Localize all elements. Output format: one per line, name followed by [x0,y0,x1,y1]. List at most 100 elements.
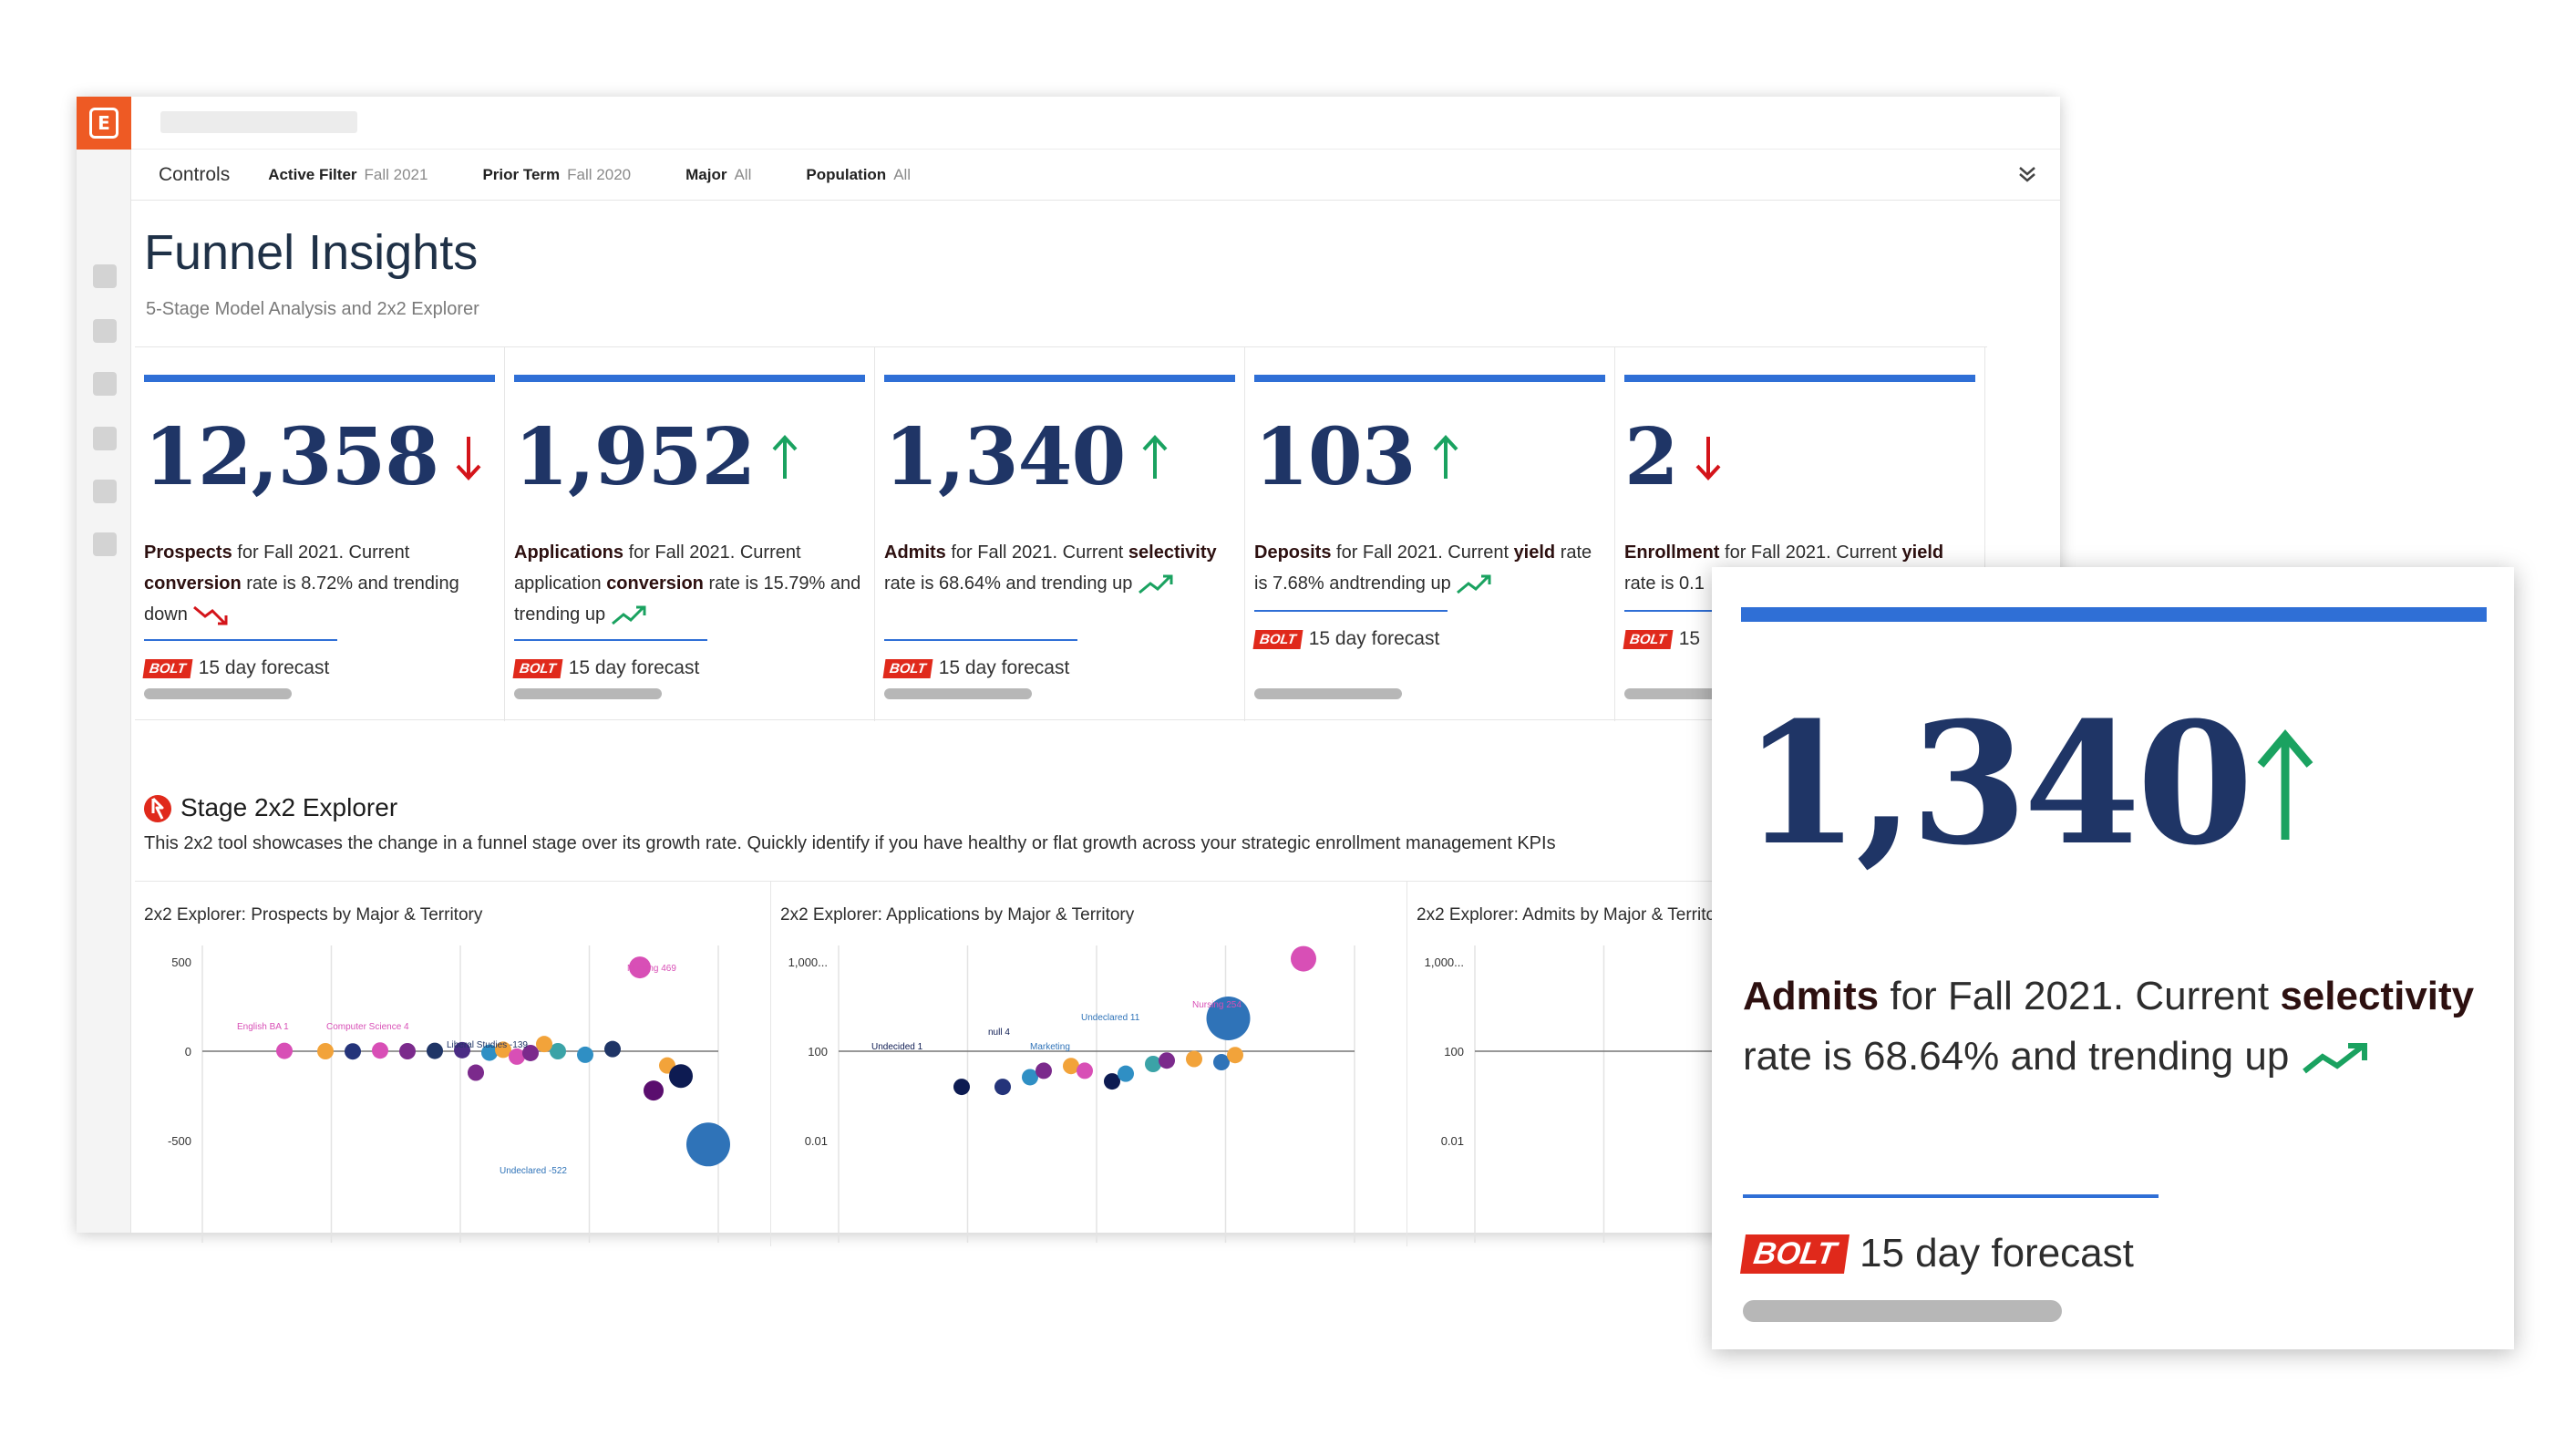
data-point [1118,1065,1134,1082]
data-point [276,1042,293,1059]
kpi-description: Deposits for Fall 2021. Current yield ra… [1254,537,1606,599]
nav-icon-1[interactable] [93,264,117,288]
scatter-plot: 500 0 -500 Nursing 469 English BA 1 Computer … [168,945,730,1243]
y-tick-label: 0 [185,1045,191,1059]
nav-icon-3[interactable] [93,372,117,396]
point-label: Undeclared 11 [1081,1013,1140,1023]
data-point [317,1043,334,1059]
kpi-card-admits[interactable]: 1,340 Admits for Fall 2021. Current selec… [875,347,1245,721]
trend-up-sparkline-icon [1457,574,1491,594]
kpi-underline [1254,610,1448,612]
filter-active-value: Fall 2021 [364,165,428,183]
y-tick-label: 100 [1444,1045,1464,1059]
kpi-value: 1,340 [884,411,1126,503]
kpi-underline [884,639,1077,641]
kpi-value: 1,952 [514,411,756,503]
kpi-forecast-progress [884,688,1032,699]
zoom-desc-post: rate is 68.64% and trending up [1743,1034,2290,1079]
kpi-accent-bar [1254,375,1605,382]
trend-up-arrow-icon [1433,434,1458,479]
kpi-card-deposits[interactable]: 103 Deposits for Fall 2021. Current yield… [1245,347,1615,721]
zoom-metric-name: selectivity [2280,974,2475,1018]
zoom-kpi-description: Admits for Fall 2021. Current selectivit… [1743,966,2490,1087]
filter-population[interactable]: Population All [806,166,911,184]
kpi-forecast-progress [514,688,662,699]
trend-down-arrow-icon [1695,436,1721,480]
scatter-chart-1[interactable]: 2x2 Explorer: Prospects by Major & Terri… [135,882,771,1246]
nav-icon-2[interactable] [93,319,117,343]
data-point [345,1043,361,1060]
charts-row: 2x2 Explorer: Prospects by Major & Terri… [135,881,2044,1246]
kpi-forecast[interactable]: BOLT 15 day forecast [142,657,330,679]
kpi-forecast[interactable]: BOLT 15 day forecast [512,657,699,679]
zoom-forecast[interactable]: BOLT 15 day forecast [1739,1231,2134,1276]
zoomed-kpi-card: 1,340 Admits for Fall 2021. Current sele… [1712,567,2514,1349]
page-subtitle: 5-Stage Model Analysis and 2x2 Explorer [146,299,479,319]
data-point [1145,1056,1161,1072]
filter-prior-term[interactable]: Prior Term Fall 2020 [482,166,631,184]
point-label: Computer Science 4 [326,1022,409,1032]
filter-population-name: Population [806,165,887,183]
data-point [399,1043,416,1059]
app-logo[interactable]: E [77,97,131,150]
scatter-chart-2[interactable]: 2x2 Explorer: Applications by Major & Te… [771,882,1407,1246]
kpi-underline [144,639,337,641]
y-tick-label: 0.01 [1441,1134,1464,1148]
data-point [427,1042,443,1059]
breadcrumb-placeholder [160,111,357,133]
kpi-metric-name: yield [1513,542,1556,563]
kpi-underline [514,639,707,641]
data-point [495,1041,511,1059]
kpi-value-row: 1,952 [514,411,800,503]
filter-major[interactable]: Major All [685,166,751,184]
kpi-metric-name: conversion [606,573,704,594]
kpi-forecast[interactable]: BOLT 15 day forecast [1252,628,1439,650]
zoom-accent-bar [1741,607,2487,622]
data-point [1077,1062,1093,1079]
expand-chevron-icon[interactable] [2014,162,2040,188]
point-label: Nursing 254 [1192,1000,1242,1010]
kpi-desc-pre: for Fall 2021. Current [1331,542,1514,563]
trend-down-arrow-icon [456,436,481,480]
kpi-forecast[interactable]: BOLT 15 [1623,628,1700,650]
kpi-card-prospects[interactable]: 12,358 Prospects for Fall 2021. Current c… [135,347,505,721]
filter-major-name: Major [685,165,727,183]
y-tick-label: 500 [171,955,191,969]
kpi-value-row: 2 [1624,411,1724,503]
data-point [629,956,651,979]
filter-active[interactable]: Active Filter Fall 2021 [268,166,428,184]
trend-up-sparkline-icon [2302,1043,2367,1074]
trend-up-arrow-icon [2257,729,2313,840]
bolt-badge: BOLT [882,658,933,678]
kpi-metric-name: selectivity [1128,542,1217,563]
kpi-desc-post: rate is 15.79% and trending up [514,573,861,625]
data-point [644,1080,664,1101]
filter-major-value: All [734,165,752,183]
kpi-card-applications[interactable]: 1,952 Applications for Fall 2021. Current… [505,347,875,721]
bolt-badge: BOLT [1252,629,1303,649]
kpi-forecast[interactable]: BOLT 15 day forecast [882,657,1070,679]
kpi-forecast-label: 15 day forecast [198,657,330,678]
data-point [1227,1047,1243,1064]
controls-bar: Controls Active Filter Fall 2021 Prior Te… [131,150,2060,201]
kpi-value-row: 103 [1254,411,1461,503]
kpi-desc-pre: for Fall 2021. Current application [514,542,801,594]
data-point [994,1079,1011,1096]
data-point [669,1064,693,1089]
nav-icon-4[interactable] [93,427,117,450]
kpi-forecast-label: 15 day forecast [938,657,1070,678]
kpi-value-row: 12,358 [144,411,484,503]
kpi-stage-name: Admits [884,542,946,563]
zoom-forecast-label: 15 day forecast [1860,1231,2134,1276]
kpi-stage-name: Applications [514,542,624,563]
kpi-accent-bar [1624,375,1975,382]
explorer-title: Stage 2x2 Explorer [180,793,398,821]
nav-icon-6[interactable] [93,532,117,556]
trend-up-arrow-icon [772,434,798,479]
kpi-description: Applications for Fall 2021. Current appl… [514,537,866,630]
data-point [468,1064,484,1081]
chart-title: 2x2 Explorer: Prospects by Major & Terri… [144,905,483,924]
nav-icon-5[interactable] [93,480,117,503]
trend-up-arrow-icon [1142,434,1168,479]
